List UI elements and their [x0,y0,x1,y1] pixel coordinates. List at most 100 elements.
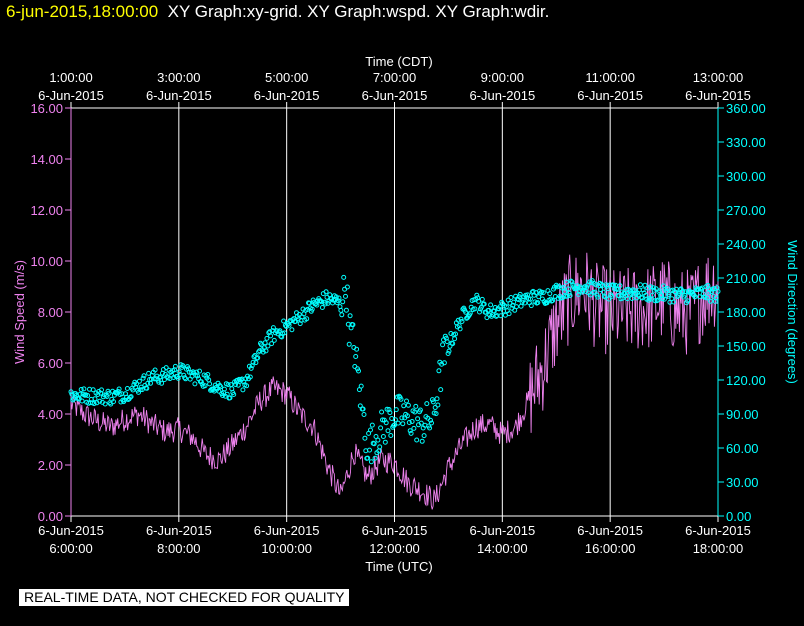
wdir-point [517,291,523,297]
wdir-point [476,298,482,304]
wdir-point [429,397,435,403]
wdir-point [319,299,324,305]
wdir-point [540,290,546,296]
wdir-point [595,294,601,300]
bottom-tick-time-4: 14:00:00 [477,541,528,556]
wdir-point [340,299,346,305]
wdir-point [221,386,227,392]
wdir-point [715,288,721,294]
quality-notice: REAL-TIME DATA, NOT CHECKED FOR QUALITY [19,589,350,606]
wdir-point [477,309,482,315]
bottom-tick-time-3: 12:00:00 [369,541,420,556]
wdir-point [498,313,504,319]
wdir-point [220,393,226,398]
wdir-point [198,379,204,385]
wdir-point [427,425,433,431]
wdir-point [436,368,442,374]
wdir-point [293,318,299,324]
wdir-point [360,406,366,412]
wdir-point [445,351,451,356]
wdir-point [368,459,374,465]
wdir-point [282,330,287,336]
wdir-point [183,376,189,382]
wdir-point [146,370,152,376]
wdir-point [580,288,586,294]
right-tick-label-9: 270.00 [726,203,766,218]
wdir-point [157,375,163,380]
wdir-point [77,391,83,397]
wdir-point [134,381,140,387]
wdir-point [438,387,444,393]
wdir-point [375,437,381,443]
wdir-point [245,373,250,379]
wdir-point [562,289,568,295]
top-tick-date-5: 6-Jun-2015 [577,88,643,103]
wdir-point [247,374,253,380]
bottom-tick-time-2: 10:00:00 [261,541,312,556]
wdir-point [457,326,463,332]
wdir-point [518,303,524,309]
wdir-point [371,441,377,447]
wdir-point [307,300,312,306]
wdir-point [92,396,98,402]
wdir-point [262,340,268,346]
wdir-point [385,428,391,434]
bottom-axis-title: Time (UTC) [365,559,432,574]
wdir-point [652,298,658,304]
wdir-point [90,387,96,393]
wdir-point [417,407,423,413]
wdir-point [565,286,571,292]
wdir-point [156,379,162,385]
wdir-point [304,316,310,322]
wdir-point [277,328,283,334]
wdir-point [452,336,458,342]
top-tick-time-6: 13:00:00 [693,70,744,85]
left-tick-label-8: 16.00 [30,101,63,116]
wdir-point [148,380,153,386]
wdir-point [301,311,307,317]
wdir-point [453,331,458,337]
wdir-point [286,322,292,328]
bottom-tick-date-3: 6-Jun-2015 [362,523,428,538]
wdir-point [270,325,276,331]
wdir-point [175,375,181,381]
wdir-point [380,434,386,439]
wdir-point [281,318,287,324]
wdir-point [250,359,256,365]
wdir-point [159,380,165,386]
wdir-point [706,289,712,295]
wdir-point [627,288,633,294]
wdir-point [97,398,103,404]
right-tick-label-1: 30.00 [726,475,759,490]
wdir-point [547,291,553,297]
wdir-point [116,386,122,392]
wdir-point [231,392,237,397]
wdir-point [472,306,478,312]
wdir-point [79,398,85,404]
wdir-point [567,293,573,299]
wdir-point [309,306,315,312]
wdir-point [354,346,360,352]
wdir-point [429,420,434,426]
bottom-tick-time-1: 8:00:00 [157,541,200,556]
wdir-point [395,420,401,426]
wdir-point [327,292,333,298]
wdir-point [650,285,656,291]
left-tick-label-3: 6.00 [38,356,63,371]
wdir-point [197,368,202,374]
wdir-point [528,303,534,309]
wdir-point [632,288,638,294]
right-tick-label-10: 300.00 [726,169,766,184]
wdir-point [428,417,433,423]
wdir-point [136,378,142,384]
wdir-point [568,278,574,284]
wdir-point [195,373,201,379]
wdir-point [384,406,390,412]
wdir-point [617,283,623,289]
top-tick-date-3: 6-Jun-2015 [362,88,428,103]
wdir-point [356,368,361,374]
wdir-point [653,286,659,292]
wdir-point [708,298,714,304]
wdir-point [297,321,303,327]
